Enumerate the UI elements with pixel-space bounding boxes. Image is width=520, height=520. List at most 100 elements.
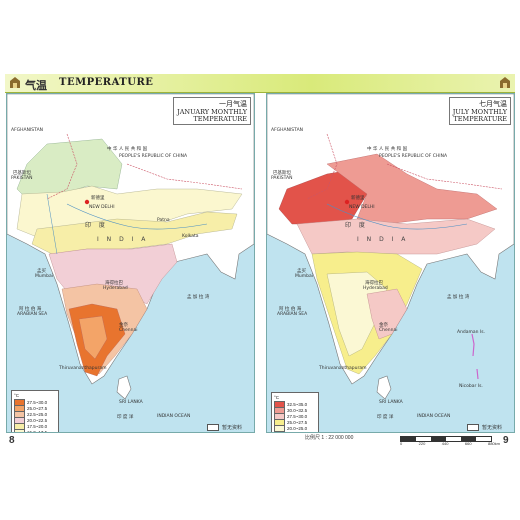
scale-tick: 880km: [487, 441, 500, 446]
label-arabian-sea-cn: 阿 拉 伯 海: [279, 307, 302, 312]
label-india-cn: 印 度: [345, 222, 368, 229]
temple-icon: [500, 77, 510, 88]
no-data-label: 暂无资料: [482, 425, 503, 431]
july-title-en-2: TEMPERATURE: [453, 115, 507, 123]
label-china: PEOPLE'S REPUBLIC OF CHINA: [379, 154, 448, 159]
label-chennai-cn: 金奈: [379, 323, 388, 328]
legend-range: 22.5~25.0: [27, 411, 48, 417]
label-new-delhi-cn: 新德里: [91, 196, 105, 201]
label-india: I N D I A: [357, 236, 409, 243]
label-india-cn: 印 度: [85, 222, 108, 229]
label-andaman: Andaman Is.: [457, 330, 486, 335]
january-title-box: 一月气温 JANUARY MONTHLY TEMPERATURE: [173, 97, 251, 125]
label-mumbai-cn: 孟买: [297, 269, 306, 274]
page-number-right: 9: [503, 435, 509, 446]
january-map-graphic: [7, 94, 254, 400]
legend-unit: °C: [274, 395, 280, 400]
january-map: 一月气温 JANUARY MONTHLY TEMPERATURE AFGHANI…: [6, 93, 255, 433]
label-kolkata: Kolkata: [182, 234, 199, 239]
label-thiruvananthapuram: Thiruvananthapuram: [319, 366, 367, 371]
january-title-cn: 一月气温: [219, 100, 247, 108]
label-arabian-sea: ARABIAN SEA: [277, 312, 308, 317]
label-hyderabad: Hyderabad: [103, 286, 128, 291]
label-patna: Patna: [157, 218, 170, 223]
label-bay-cn: 孟 加 拉 湾: [187, 295, 210, 300]
label-new-delhi: NEW DELHI: [89, 205, 115, 210]
january-legend: °C 27.5~30.0 25.0~27.5 22.5~25.0 20.0~22.5 1…: [11, 390, 59, 433]
legend-row: 20.0~25.0: [274, 424, 316, 432]
label-indian-ocean: INDIAN OCEAN: [417, 414, 451, 419]
label-pakistan-cn: 巴基斯坦: [13, 171, 31, 176]
scale-bar: [400, 436, 492, 442]
legend-range: 25.0~27.5: [287, 419, 308, 425]
january-title-en-1: JANUARY MONTHLY: [177, 108, 247, 116]
capital-marker: [84, 199, 90, 205]
legend-range: 32.5~35.0: [287, 401, 308, 407]
label-china: PEOPLE'S REPUBLIC OF CHINA: [119, 154, 188, 159]
label-new-delhi: NEW DELHI: [349, 205, 375, 210]
label-pakistan-cn: 巴基斯坦: [273, 171, 291, 176]
january-no-data: 暂无资料: [207, 424, 242, 431]
label-mumbai-cn: 孟买: [37, 269, 46, 274]
atlas-spread: 气温 TEMPERATURE: [5, 74, 515, 454]
label-pakistan: PAKISTAN: [11, 176, 33, 181]
july-map: 七月气温 JULY MONTHLY TEMPERATURE AFGHANISTA…: [266, 93, 515, 433]
legend-range: 20.0~22.5: [27, 417, 48, 423]
no-data-swatch: [467, 424, 479, 431]
legend-range: 27.5~30.0: [27, 399, 48, 405]
scale-tick: 0: [400, 441, 403, 446]
scale-tick: 660: [464, 441, 472, 446]
label-indian-ocean-cn: 印 度 洋: [117, 415, 134, 420]
scale-tick: 440: [441, 441, 449, 446]
scale-tick: 220: [418, 441, 426, 446]
july-title-box: 七月气温 JULY MONTHLY TEMPERATURE: [448, 97, 511, 125]
capital-marker: [344, 199, 350, 205]
legend-range: 27.5~30.0: [287, 413, 308, 419]
january-title-en-2: TEMPERATURE: [193, 115, 247, 123]
scale-label: 比例尺 1 : 22 000 000: [305, 435, 354, 441]
july-legend: °C 32.5~35.0 30.0~32.5 27.5~30.0 25.0~27.5 2…: [271, 392, 319, 432]
label-pakistan: PAKISTAN: [271, 176, 293, 181]
label-new-delhi-cn: 新德里: [351, 196, 365, 201]
label-india: I N D I A: [97, 236, 149, 243]
label-china-cn: 中 华 人 民 共 和 国: [107, 147, 148, 152]
label-afghanistan: AFGHANISTAN: [11, 128, 44, 133]
chapter-header: 气温 TEMPERATURE: [5, 74, 515, 93]
legend-range: 17.5~20.0: [27, 423, 48, 429]
legend-row: 15.0~17.5: [14, 428, 56, 433]
legend-range: 15.0~17.5: [27, 429, 48, 433]
july-title-cn: 七月气温: [479, 100, 507, 108]
scale-ticks: 0 220 440 660 880km: [400, 441, 500, 446]
label-arabian-sea: ARABIAN SEA: [17, 312, 48, 317]
legend-range: 25.0~27.5: [27, 405, 48, 411]
label-hyderabad-cn: 海得拉巴: [105, 281, 123, 286]
legend-swatch: [14, 428, 25, 432]
label-chennai-cn: 金奈: [119, 323, 128, 328]
label-sri-lanka: SRI LANKA: [379, 400, 403, 405]
label-hyderabad: Hyderabad: [363, 286, 388, 291]
label-hyderabad-cn: 海得拉巴: [365, 281, 383, 286]
label-nicobar: Nicobar Is.: [459, 384, 483, 389]
legend-unit: °C: [14, 393, 20, 398]
label-mumbai: Mumbai: [35, 274, 53, 279]
legend-swatch: [274, 424, 285, 432]
legend-range: 30.0~32.5: [287, 407, 308, 413]
label-bay-cn: 孟 加 拉 湾: [447, 295, 470, 300]
label-mumbai: Mumbai: [295, 274, 313, 279]
label-indian-ocean-cn: 印 度 洋: [377, 415, 394, 420]
label-thiruvananthapuram: Thiruvananthapuram: [59, 366, 107, 371]
july-map-graphic: [267, 94, 514, 400]
july-title-en-1: JULY MONTHLY: [452, 108, 507, 116]
header-title-en: TEMPERATURE: [59, 77, 154, 88]
temple-icon: [10, 77, 20, 88]
page-number-left: 8: [9, 435, 15, 446]
header-title-cn: 气温: [25, 79, 47, 92]
label-sri-lanka: SRI LANKA: [119, 400, 143, 405]
legend-range: 20.0~25.0: [287, 425, 308, 431]
label-china-cn: 中 华 人 民 共 和 国: [367, 147, 408, 152]
label-arabian-sea-cn: 阿 拉 伯 海: [19, 307, 42, 312]
label-indian-ocean: INDIAN OCEAN: [157, 414, 191, 419]
july-no-data: 暂无资料: [467, 424, 502, 431]
no-data-swatch: [207, 424, 219, 431]
no-data-label: 暂无资料: [222, 425, 243, 431]
